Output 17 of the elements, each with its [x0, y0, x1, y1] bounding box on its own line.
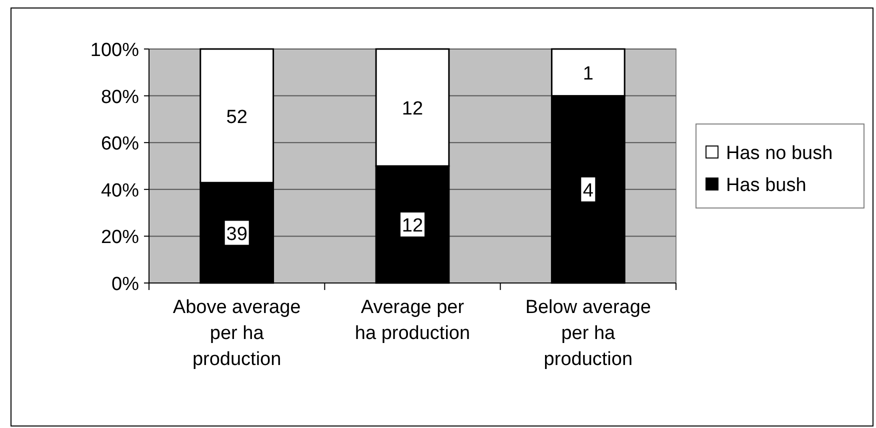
y-tick-label: 20%: [100, 227, 140, 248]
legend-label: Has no bush: [726, 143, 833, 164]
y-tick-label: 100%: [90, 40, 140, 61]
x-tick-label: Above average per ha production: [172, 297, 301, 370]
y-tick-label: 0%: [112, 274, 140, 295]
annotation: 12: [402, 216, 424, 236]
legend-label: Has bush: [726, 175, 806, 196]
annotation: 12: [402, 98, 424, 120]
annotation: 39: [226, 224, 248, 245]
annotation: 4: [582, 180, 594, 202]
x-tick-label: Below average per ha production: [525, 297, 652, 370]
x-tick-label: Average per ha production: [354, 297, 470, 344]
annotation: 1: [582, 63, 594, 84]
y-tick-label: 40%: [100, 180, 140, 202]
annotation: 52: [226, 106, 248, 128]
y-tick-label: 60%: [100, 134, 140, 155]
y-tick-label: 80%: [100, 86, 140, 108]
